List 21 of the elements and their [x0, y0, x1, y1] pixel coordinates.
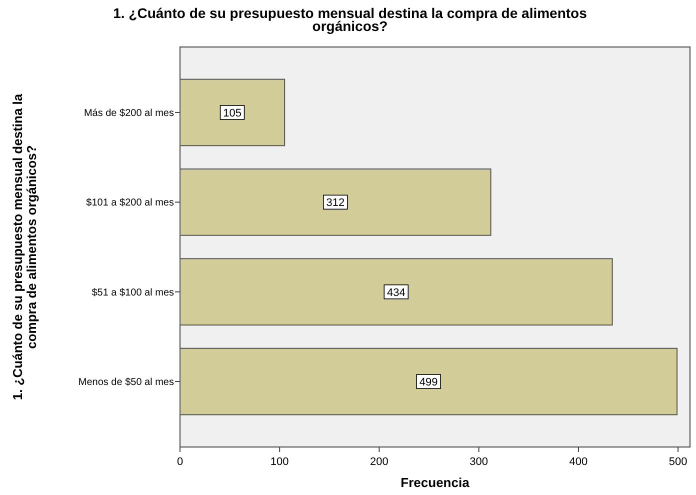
y-tick-label: $51 a $100 al mes	[92, 287, 174, 298]
x-tick-label: 300	[470, 456, 488, 468]
y-tick-label: Más de $200 al mes	[84, 108, 174, 119]
x-tick-label: 500	[668, 456, 688, 468]
x-tick-label: 100	[270, 456, 289, 468]
data-label: 105	[223, 107, 242, 120]
x-tick-label: 400	[569, 456, 588, 468]
bar	[180, 168, 492, 236]
bar	[180, 348, 678, 416]
y-tick-label: Menos de $50 al mes	[78, 377, 174, 388]
bar	[180, 78, 286, 146]
bar	[180, 258, 613, 326]
x-tick-label: 0	[176, 456, 184, 468]
data-label: 312	[326, 197, 345, 210]
x-axis-title: Frecuencia	[400, 475, 470, 490]
y-axis-title: 1. ¿Cuánto de su presupuesto mensual destina la compra de alimentos orgánicos?	[10, 93, 39, 400]
x-tick-label: 200	[370, 456, 388, 468]
data-label: 434	[386, 286, 406, 299]
data-label: 499	[419, 376, 438, 389]
y-tick-label: $101 a $200 al mes	[86, 198, 174, 209]
chart-title: 1. ¿Cuánto de su presupuesto mensual destina la compra de alimentos orgánicos?	[113, 5, 588, 34]
